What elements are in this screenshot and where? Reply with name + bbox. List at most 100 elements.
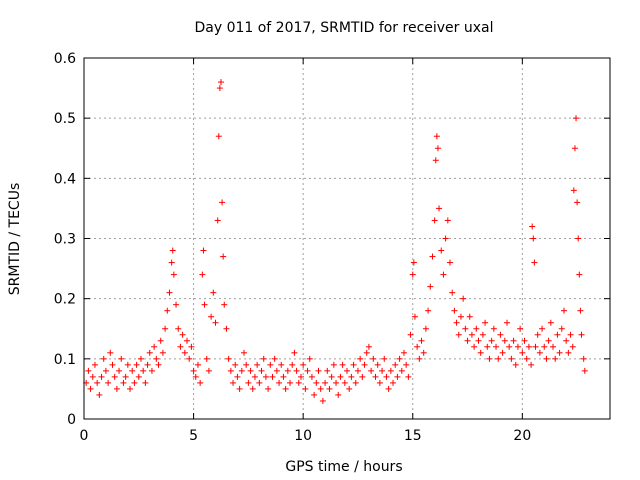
data-point xyxy=(306,355,313,362)
data-point xyxy=(466,313,473,320)
data-point xyxy=(495,355,502,362)
data-point xyxy=(335,391,342,398)
data-point xyxy=(425,307,432,314)
data-point xyxy=(493,343,500,350)
y-tick-label: 0.4 xyxy=(54,171,76,187)
data-point xyxy=(238,367,245,374)
x-tick-label: 0 xyxy=(80,428,89,444)
data-point xyxy=(212,319,219,326)
data-point xyxy=(359,373,366,380)
data-point xyxy=(341,379,348,386)
data-point xyxy=(501,337,508,344)
data-point xyxy=(374,361,381,368)
data-point xyxy=(333,379,340,386)
data-point xyxy=(313,379,320,386)
data-point xyxy=(407,331,414,338)
data-point xyxy=(216,85,223,92)
data-point xyxy=(357,355,364,362)
x-tick-label: 20 xyxy=(513,428,531,444)
data-point xyxy=(166,289,173,296)
data-point xyxy=(477,349,484,356)
data-point xyxy=(570,187,577,194)
data-point xyxy=(337,373,344,380)
data-point xyxy=(322,379,329,386)
data-point xyxy=(455,331,462,338)
data-point xyxy=(249,385,256,392)
data-point xyxy=(102,367,109,374)
data-point xyxy=(186,355,193,362)
data-point xyxy=(297,373,304,380)
y-tick-label: 0.1 xyxy=(54,352,76,368)
x-tick-label: 15 xyxy=(404,428,422,444)
data-point xyxy=(479,331,486,338)
data-point xyxy=(348,373,355,380)
data-point xyxy=(577,307,584,314)
data-point xyxy=(392,361,399,368)
data-point xyxy=(214,217,221,224)
data-point xyxy=(543,355,550,362)
data-point xyxy=(144,361,151,368)
data-point xyxy=(137,355,144,362)
data-point xyxy=(573,115,580,122)
data-point xyxy=(113,385,120,392)
data-point xyxy=(394,373,401,380)
data-point xyxy=(571,145,578,152)
data-point xyxy=(370,355,377,362)
data-point xyxy=(427,283,434,290)
data-point xyxy=(432,157,439,164)
data-point xyxy=(575,235,582,242)
data-point xyxy=(247,367,254,374)
data-point xyxy=(552,355,559,362)
data-point xyxy=(282,385,289,392)
data-point xyxy=(124,361,131,368)
data-point xyxy=(567,331,574,338)
data-point xyxy=(453,319,460,326)
data-point xyxy=(221,301,228,308)
data-point xyxy=(363,349,370,356)
y-axis-label: SRMTID / TECUs xyxy=(7,183,23,296)
data-point xyxy=(157,337,164,344)
data-point xyxy=(317,385,324,392)
data-point xyxy=(91,361,98,368)
data-point xyxy=(111,373,118,380)
data-point xyxy=(173,301,180,308)
data-point xyxy=(271,355,278,362)
data-point xyxy=(580,355,587,362)
data-point xyxy=(464,337,471,344)
data-point xyxy=(529,223,536,230)
axis-tick-labels: 0 0.1 0.2 0.3 0.4 0.5 0.6 0 5 10 15 20 xyxy=(54,51,532,444)
data-point xyxy=(436,205,443,212)
data-point xyxy=(177,343,184,350)
data-point xyxy=(429,253,436,260)
data-point xyxy=(330,361,337,368)
data-point xyxy=(232,361,239,368)
data-point xyxy=(488,337,495,344)
data-point xyxy=(550,343,557,350)
data-point xyxy=(547,319,554,326)
data-point xyxy=(396,355,403,362)
y-tick-label: 0.6 xyxy=(54,51,76,67)
data-point xyxy=(534,331,541,338)
data-point xyxy=(581,367,588,374)
data-point xyxy=(440,271,447,278)
data-point xyxy=(444,217,451,224)
data-point xyxy=(519,349,526,356)
y-tick-label: 0.3 xyxy=(54,232,76,248)
data-point xyxy=(291,349,298,356)
data-point xyxy=(96,391,103,398)
data-point xyxy=(486,355,493,362)
data-point xyxy=(457,313,464,320)
data-point xyxy=(220,253,227,260)
data-point xyxy=(468,331,475,338)
data-point xyxy=(284,367,291,374)
data-point xyxy=(304,367,311,374)
data-point xyxy=(381,355,388,362)
data-point xyxy=(85,367,92,374)
data-point xyxy=(576,271,583,278)
data-point xyxy=(311,391,318,398)
data-point xyxy=(223,325,230,332)
grid-lines xyxy=(84,58,610,419)
data-point xyxy=(350,361,357,368)
data-point xyxy=(109,361,116,368)
